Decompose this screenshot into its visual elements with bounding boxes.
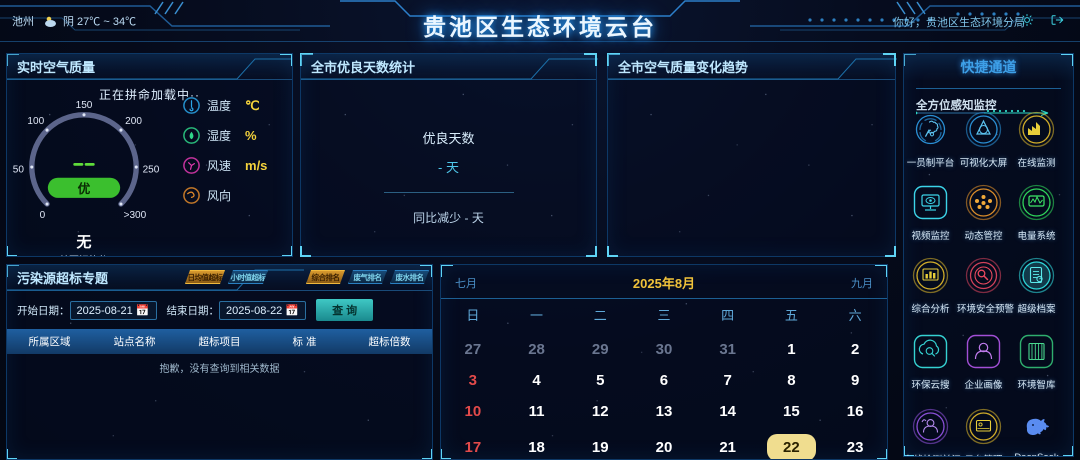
- svg-text:250: 250: [143, 164, 159, 175]
- svg-text:200: 200: [125, 116, 142, 127]
- svg-text:100: 100: [27, 116, 44, 127]
- svg-text:>300: >300: [124, 210, 147, 221]
- svg-text:50: 50: [13, 164, 25, 175]
- svg-text:优: 优: [78, 181, 91, 196]
- svg-text:0: 0: [40, 210, 46, 221]
